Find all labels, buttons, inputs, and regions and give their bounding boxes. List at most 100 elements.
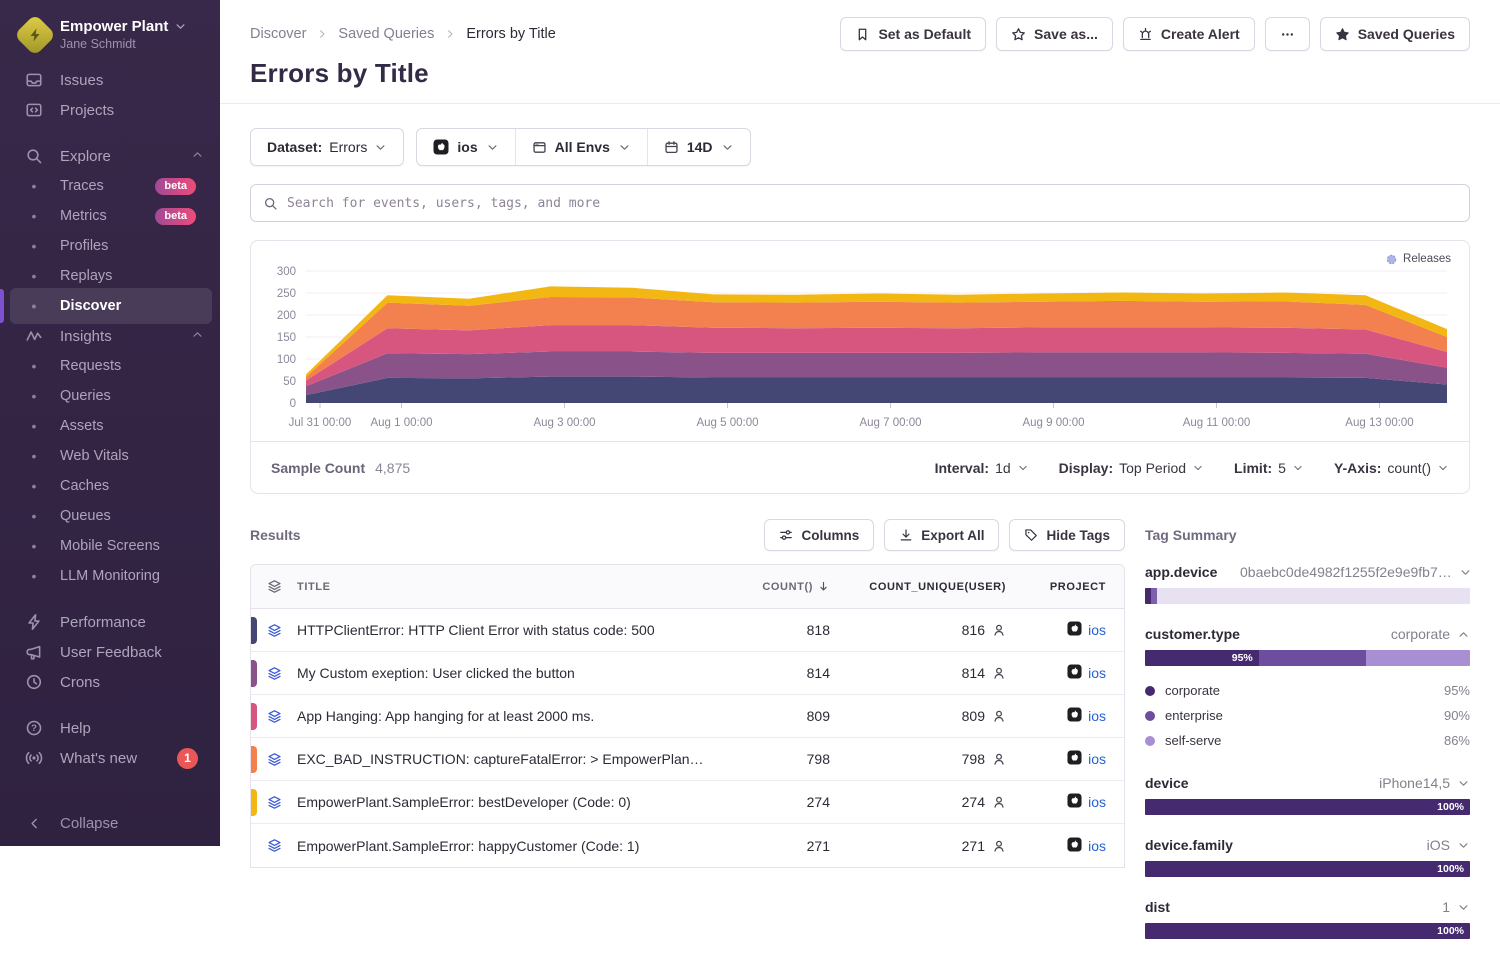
tag-block-app-device: app.device 0baebc0de4982f1255f2e9e9fb7… xyxy=(1145,564,1470,604)
column-project[interactable]: PROJECT xyxy=(1049,580,1106,593)
columns-button[interactable]: Columns xyxy=(764,519,875,551)
tag-header-customer-type[interactable]: customer.type corporate xyxy=(1145,626,1470,642)
series-color-strip xyxy=(251,789,257,816)
sidebar-item-llm-monitoring[interactable]: • LLM Monitoring xyxy=(0,561,220,591)
sidebar-item-crons[interactable]: Crons xyxy=(0,667,220,697)
row-actions-layers-icon[interactable] xyxy=(251,795,297,810)
tag-header-dist[interactable]: dist 1 xyxy=(1145,899,1470,915)
chevron-up-icon xyxy=(191,148,204,165)
date-range-filter[interactable]: 14D xyxy=(646,129,750,165)
sidebar-item-issues[interactable]: Issues xyxy=(0,65,220,95)
table-row: App Hanging: App hanging for at least 20… xyxy=(251,695,1124,738)
tag-key: dist xyxy=(1145,899,1170,915)
sidebar-item-performance[interactable]: Performance xyxy=(0,607,220,637)
apple-project-icon xyxy=(1067,750,1082,768)
tag-header-device[interactable]: device iPhone14,5 xyxy=(1145,775,1470,791)
sidebar-item-insights[interactable]: Insights xyxy=(0,321,220,351)
sidebar-item-assets[interactable]: • Assets xyxy=(0,411,220,441)
chevron-left-icon xyxy=(24,816,44,831)
sidebar-item-discover[interactable]: • Discover xyxy=(0,288,220,324)
error-title[interactable]: EmpowerPlant.SampleError: bestDeveloper … xyxy=(297,794,631,810)
project-link[interactable]: ios xyxy=(1088,708,1106,724)
error-title[interactable]: EXC_BAD_INSTRUCTION: captureFatalError: … xyxy=(297,751,720,767)
sidebar-item-traces[interactable]: • Traces beta xyxy=(0,171,220,201)
export-all-button[interactable]: Export All xyxy=(884,519,1000,551)
set-as-default-button[interactable]: Set as Default xyxy=(840,17,987,51)
bullet-icon: • xyxy=(31,508,37,524)
bookmark-icon xyxy=(855,27,870,42)
project-link[interactable]: ios xyxy=(1088,622,1106,638)
row-actions-layers-icon[interactable] xyxy=(251,666,297,681)
row-actions-layers-icon[interactable] xyxy=(251,709,297,724)
save-as-button[interactable]: Save as... xyxy=(996,17,1113,51)
saved-queries-button[interactable]: Saved Queries xyxy=(1319,17,1470,51)
tag-value-row: self-serve 86% xyxy=(1145,728,1470,753)
breadcrumb-item-1[interactable]: Discover xyxy=(250,26,307,42)
error-title[interactable]: App Hanging: App hanging for at least 20… xyxy=(297,708,595,724)
header-actions: Set as Default Save as... Create Alert Save… xyxy=(840,17,1470,51)
sidebar-item-explore[interactable]: Explore xyxy=(0,141,220,171)
insights-icon xyxy=(24,327,44,345)
sidebar-item-web-vitals[interactable]: • Web Vitals xyxy=(0,441,220,471)
more-options-button[interactable] xyxy=(1264,17,1310,51)
sidebar-item-what-s-new[interactable]: What's new 1 xyxy=(0,743,220,773)
sidebar-item-projects[interactable]: Projects xyxy=(0,95,220,125)
tag-segment: 100% xyxy=(1145,799,1470,815)
project-link[interactable]: ios xyxy=(1088,665,1106,681)
dataset-label: Dataset: xyxy=(267,139,323,155)
sidebar-item-user-feedback[interactable]: User Feedback xyxy=(0,637,220,667)
chevron-right-icon xyxy=(316,28,328,40)
apple-project-icon xyxy=(1067,664,1082,682)
releases-legend-toggle[interactable]: Releases xyxy=(1386,253,1451,265)
chart-footer: Sample Count 4,875 Interval: 1d Display: To… xyxy=(251,441,1469,493)
page-title: Errors by Title xyxy=(250,58,429,88)
sidebar-collapse-button[interactable]: Collapse xyxy=(0,805,220,832)
stacked-area-chart[interactable]: 0 50 100 150 200 250 300 Jul 31 00:00 Aug 1 00:0… xyxy=(251,241,1467,441)
sidebar-item-help[interactable]: ? Help xyxy=(0,713,220,743)
filter-bar: Dataset: Errors ios All Envs 14D xyxy=(250,128,1470,166)
environment-filter[interactable]: All Envs xyxy=(514,129,647,165)
sidebar-item-caches[interactable]: • Caches xyxy=(0,471,220,501)
create-alert-button[interactable]: Create Alert xyxy=(1122,17,1255,51)
column-title[interactable]: TITLE xyxy=(297,580,331,593)
sidebar-item-profiles[interactable]: • Profiles xyxy=(0,231,220,261)
error-title[interactable]: HTTPClientError: HTTP Client Error with … xyxy=(297,622,655,638)
megaphone-icon xyxy=(24,643,44,661)
button-label: Columns xyxy=(801,527,860,543)
count-value: 274 xyxy=(806,794,830,810)
sidebar-item-replays[interactable]: • Replays xyxy=(0,261,220,291)
sidebar-item-label: Performance xyxy=(60,613,146,631)
control-label: Y-Axis: xyxy=(1333,459,1382,476)
sidebar-item-metrics[interactable]: • Metrics beta xyxy=(0,201,220,231)
row-actions-layers-icon[interactable] xyxy=(251,623,297,638)
interval-dropdown[interactable]: Interval: 1d xyxy=(935,460,1029,476)
limit-dropdown[interactable]: Limit: 5 xyxy=(1234,460,1304,476)
tag-segment xyxy=(1258,650,1366,666)
yaxis-dropdown[interactable]: Y-Axis: count() xyxy=(1334,460,1449,476)
org-switcher[interactable]: Empower Plant Jane Schmidt xyxy=(0,13,220,65)
apple-project-icon xyxy=(433,139,449,155)
row-actions-layers-icon[interactable] xyxy=(251,752,297,767)
chevron-down-icon xyxy=(1457,777,1470,790)
sidebar-item-requests[interactable]: • Requests xyxy=(0,351,220,381)
count-unique-value: 798 xyxy=(961,751,985,767)
hide-tags-button[interactable]: Hide Tags xyxy=(1009,519,1125,551)
control-value: count() xyxy=(1387,459,1431,476)
column-count-unique[interactable]: COUNT_UNIQUE(USER) xyxy=(869,580,1006,593)
sidebar-item-mobile-screens[interactable]: • Mobile Screens xyxy=(0,531,220,561)
project-link[interactable]: ios xyxy=(1088,794,1106,810)
sidebar-item-queues[interactable]: • Queues xyxy=(0,501,220,531)
bullet-icon: • xyxy=(31,478,37,494)
search-input[interactable] xyxy=(287,195,1457,211)
tag-header-app-device[interactable]: app.device 0baebc0de4982f1255f2e9e9fb7… xyxy=(1145,564,1470,580)
sidebar-item-queries[interactable]: • Queries xyxy=(0,381,220,411)
button-label: Set as Default xyxy=(878,26,972,42)
project-link[interactable]: ios xyxy=(1088,751,1106,767)
error-title[interactable]: My Custom exeption: User clicked the but… xyxy=(297,665,575,681)
project-filter[interactable]: ios xyxy=(417,129,514,165)
dataset-selector[interactable]: Dataset: Errors xyxy=(250,128,405,166)
display-dropdown[interactable]: Display: Top Period xyxy=(1059,460,1204,476)
tag-header-device-family[interactable]: device.family iOS xyxy=(1145,837,1470,853)
column-count[interactable]: COUNT() xyxy=(720,580,830,593)
breadcrumb-item-2[interactable]: Saved Queries xyxy=(338,26,435,42)
